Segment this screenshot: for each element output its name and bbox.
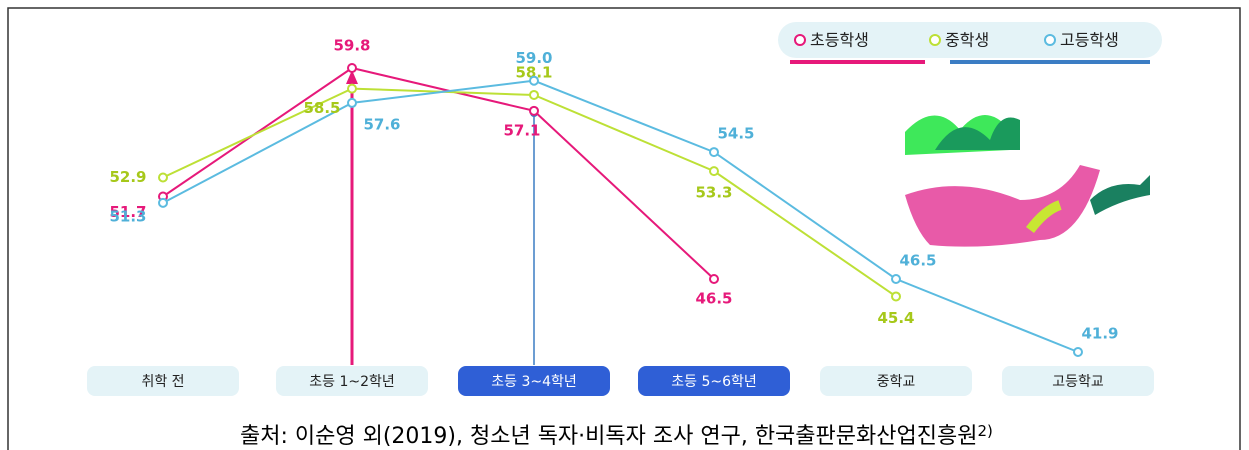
x-tick-label: 초등 1~2학년 — [309, 374, 395, 390]
data-label: 46.5 — [899, 252, 936, 270]
data-label: 41.9 — [1081, 325, 1118, 343]
category-pill — [638, 366, 790, 396]
x-tick-label: 중학교 — [877, 374, 916, 390]
legend-marker — [929, 34, 941, 46]
data-label: 58.1 — [515, 63, 552, 81]
point — [709, 166, 719, 177]
data-label: 58.5 — [303, 99, 340, 117]
data-label: 54.5 — [717, 125, 754, 143]
data-label: 52.9 — [109, 168, 146, 186]
point — [347, 63, 357, 73]
series-line — [162, 79, 1079, 353]
legend-label: 고등학생 — [1060, 31, 1119, 50]
category-pill — [820, 366, 972, 396]
data-label: 51.3 — [109, 207, 146, 225]
data-label: 46.5 — [695, 290, 732, 308]
point — [1073, 347, 1083, 357]
legend-marker — [794, 34, 806, 46]
arrow-head — [346, 70, 358, 84]
point — [891, 274, 901, 285]
frame — [7, 7, 1241, 450]
legend-label: 초등학생 — [810, 31, 869, 50]
x-tick-label: 초등 3~4학년 — [491, 374, 577, 390]
x-tick-label: 초등 5~6학년 — [671, 374, 757, 390]
category-pill — [458, 366, 610, 396]
source: 출처: 이순영 외(2019), 청소년 독자·비독자 조사 연구, 한국출판문… — [240, 422, 993, 450]
data-label: 45.4 — [877, 309, 914, 327]
point — [158, 197, 168, 208]
point — [529, 75, 539, 86]
point — [529, 105, 539, 116]
book-illustration — [905, 115, 1150, 247]
series-line — [162, 87, 897, 298]
data-label: 51.7 — [109, 203, 146, 221]
x-tick-label: 취학 전 — [141, 374, 184, 390]
category-pill — [1002, 366, 1154, 396]
category-pill — [276, 366, 428, 396]
point — [891, 291, 901, 302]
data-label: 59.0 — [515, 49, 552, 67]
legend-bg — [778, 22, 1162, 58]
point — [347, 83, 357, 94]
series-line — [162, 66, 715, 280]
legend-marker — [1044, 34, 1056, 46]
legend-label: 중학생 — [945, 31, 989, 50]
point — [709, 147, 719, 158]
category-pill — [87, 366, 239, 396]
data-label: 59.8 — [333, 37, 370, 55]
point — [158, 172, 168, 183]
point — [347, 97, 357, 108]
data-label: 57.6 — [363, 115, 400, 133]
data-label: 53.3 — [695, 184, 732, 202]
point — [529, 89, 539, 100]
point — [709, 274, 719, 285]
data-label: 57.1 — [503, 121, 540, 139]
x-tick-label: 고등학교 — [1052, 374, 1104, 390]
